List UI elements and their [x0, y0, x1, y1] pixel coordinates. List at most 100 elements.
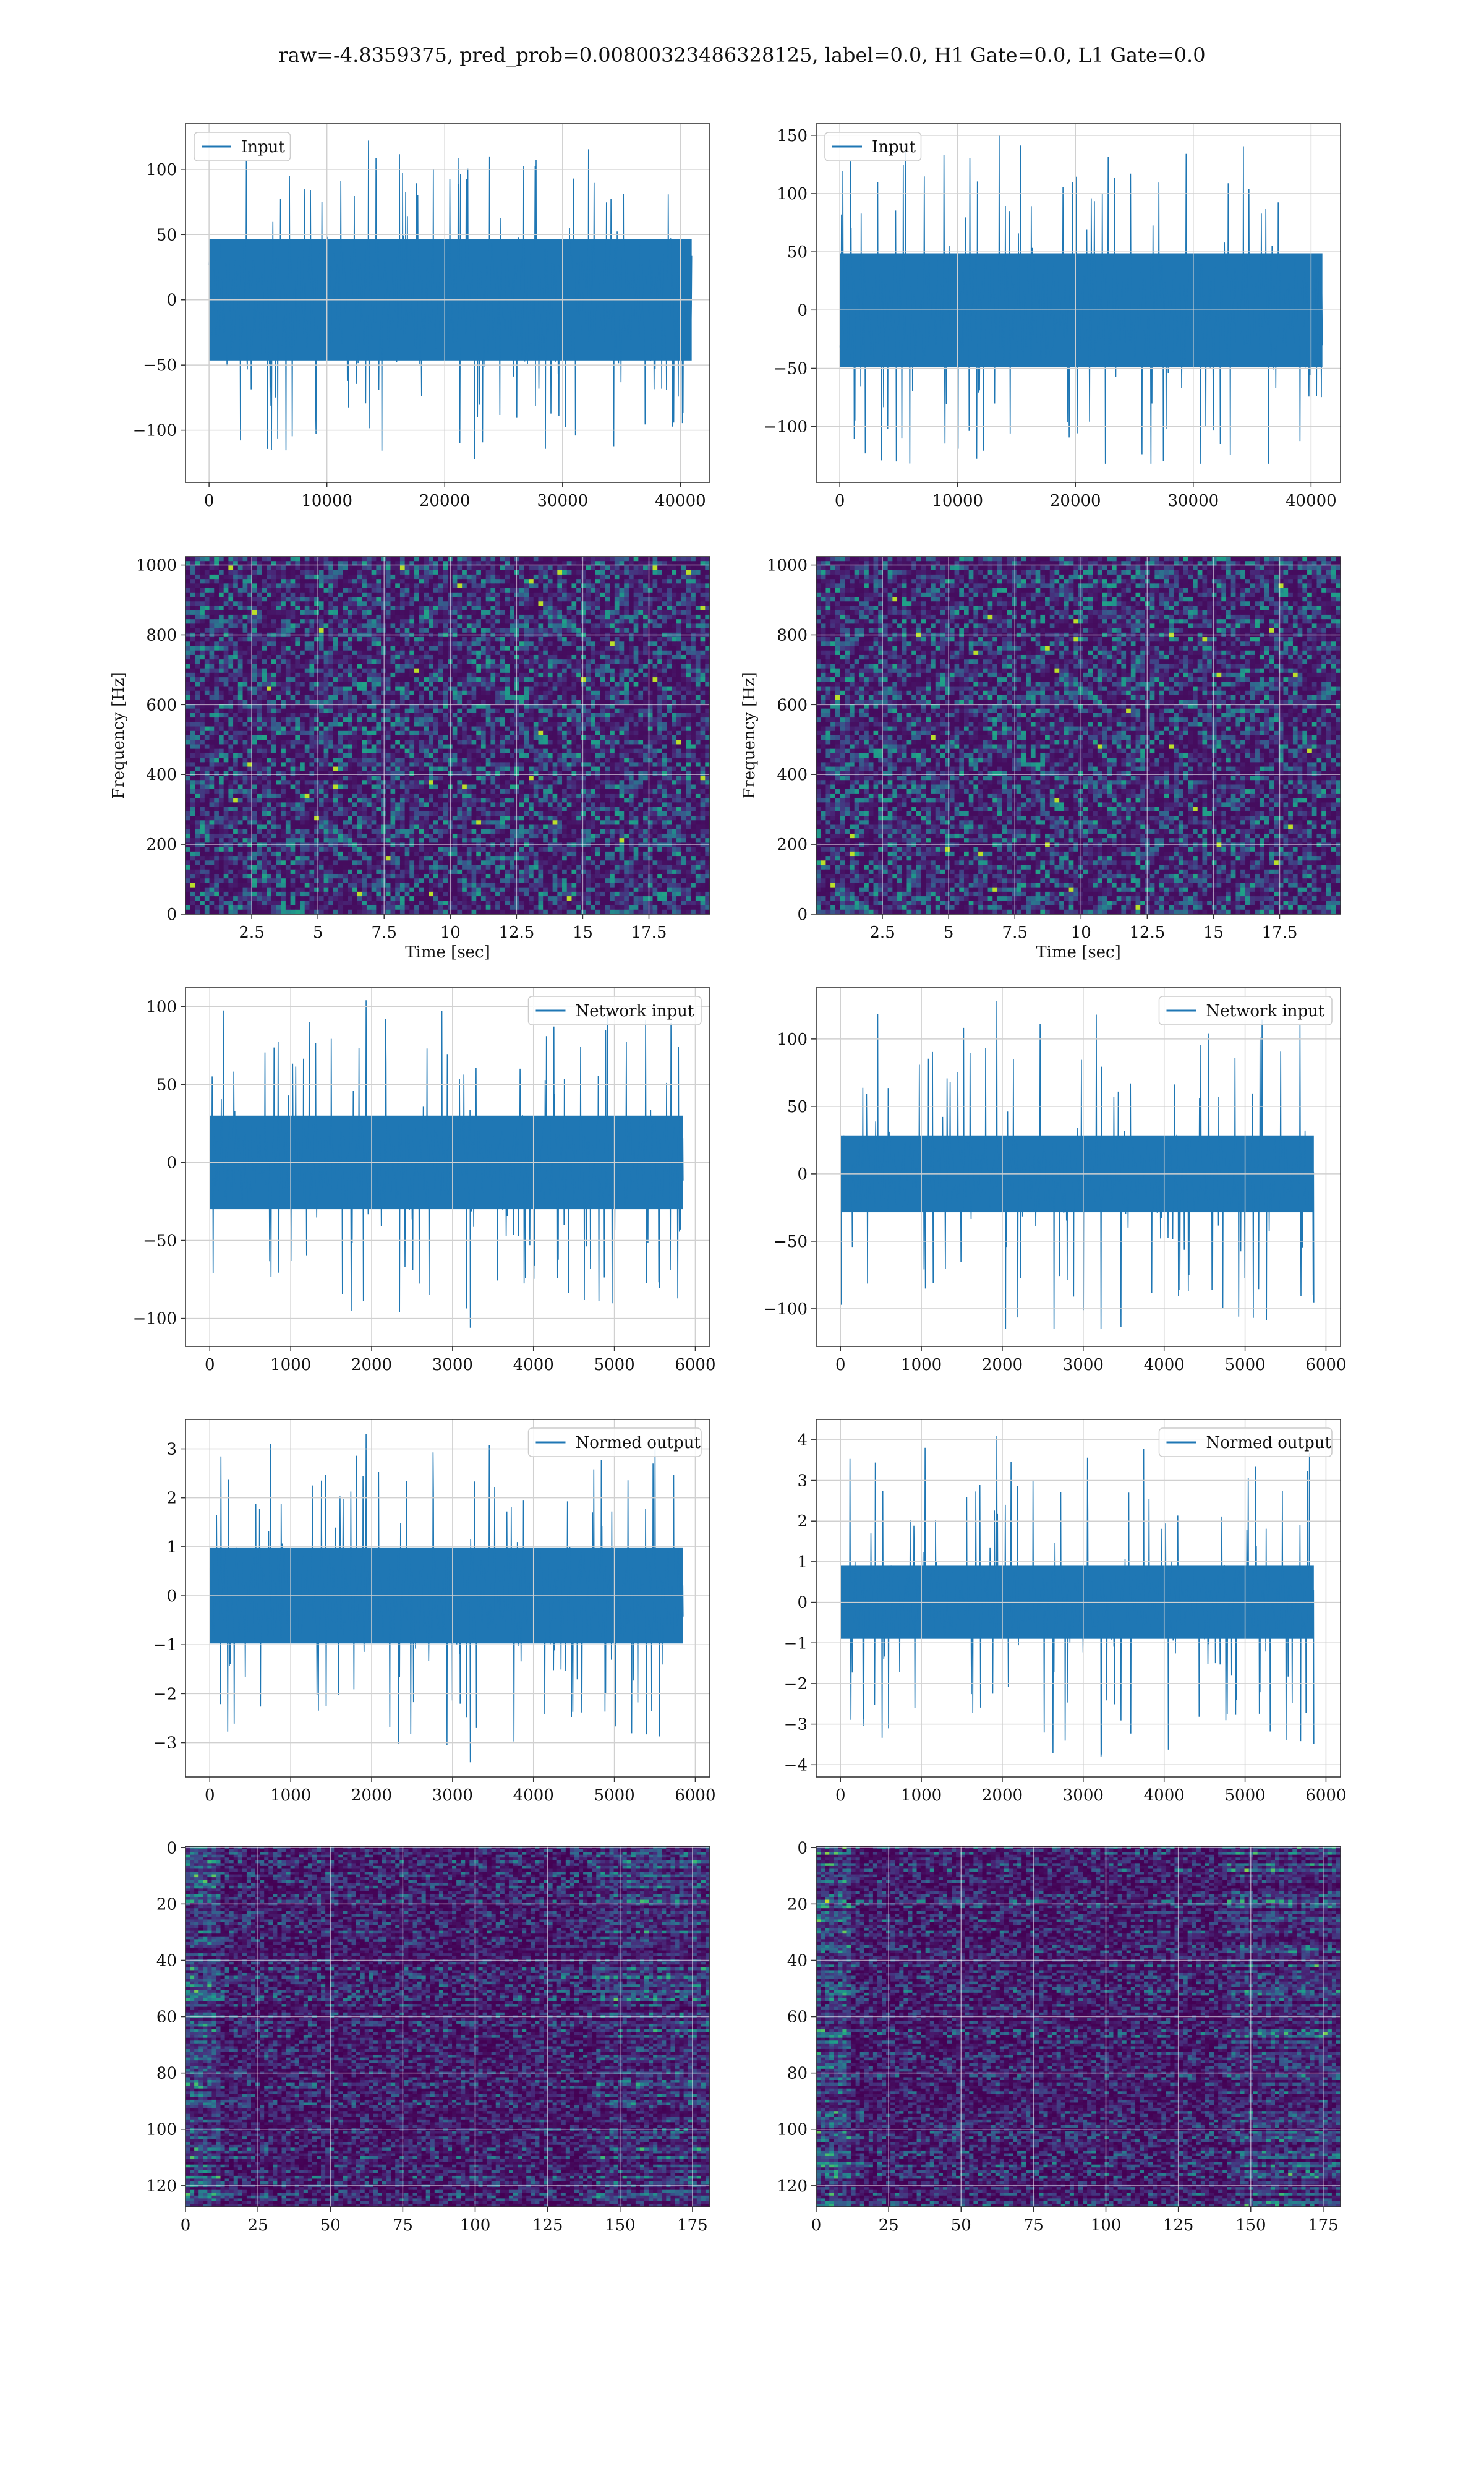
feat-left-xtick-label: 25: [248, 2216, 268, 2235]
norm-right-ytick-label: 1: [797, 1553, 808, 1572]
feat-left-xtick-label: 75: [393, 2216, 413, 2235]
net-left-ytick-label: 50: [156, 1076, 177, 1094]
input-left-ytick-label: 0: [166, 291, 177, 310]
input-left-xtick-label: 30000: [537, 492, 588, 510]
net-left-xtick-label: 6000: [675, 1356, 715, 1374]
spec-right-ylabel: Frequency [Hz]: [740, 672, 759, 799]
feat-left-heatmap: [186, 1846, 710, 2207]
spec-right-xtick-label: 10: [1071, 923, 1091, 942]
input-left-xtick-label: 20000: [419, 492, 471, 510]
norm-right-ytick-label: 3: [797, 1472, 808, 1491]
input-left-legend-label: Input: [241, 138, 285, 156]
input-right-ytick-label: −100: [764, 418, 808, 437]
spec-left-ytick-label: 800: [146, 626, 177, 644]
feat-left-xtick-label: 125: [532, 2216, 563, 2235]
spec-left-ytick-label: 600: [146, 696, 177, 714]
input-right-ytick-label: 50: [787, 243, 808, 262]
input-right-legend-label: Input: [872, 138, 916, 156]
spec-left-ytick-label: 0: [166, 905, 177, 924]
input-left-ytick-label: −100: [133, 422, 177, 440]
norm-right-signal-line: [840, 1436, 1315, 1757]
input-right-xtick-label: 0: [835, 492, 845, 510]
spec-right-xtick-label: 17.5: [1262, 923, 1298, 942]
net-left-xtick-label: 2000: [351, 1356, 392, 1374]
net-right-xtick-label: 2000: [982, 1356, 1023, 1374]
norm-right-xtick-label: 3000: [1063, 1786, 1104, 1805]
input-left-ytick-label: 100: [146, 161, 177, 179]
spec-right-chart: 0 200 400 600 800 1000 2.5 5 7.5 10 12.5 15 17.5 Time…: [740, 556, 1341, 962]
net-right-ytick-label: −100: [764, 1300, 808, 1319]
input-right-signal-line: [839, 135, 1323, 464]
feat-right-ytick-label: 80: [787, 2065, 808, 2083]
feat-left-ytick-label: 60: [156, 2008, 177, 2027]
feat-left-xtick-label: 100: [460, 2216, 491, 2235]
norm-right-xtick-label: 2000: [982, 1786, 1023, 1805]
input-left-legend: [194, 132, 291, 161]
spec-left-xlabel: Time [sec]: [405, 943, 490, 962]
input-right-frame: [816, 123, 1341, 483]
spec-left-xtick-label: 10: [440, 923, 461, 942]
feat-right-ytick-label: 40: [787, 1951, 808, 1970]
norm-left-xtick-label: 4000: [513, 1786, 554, 1805]
input-left-ytick-label: 50: [156, 226, 177, 244]
feat-left-ytick-label: 20: [156, 1895, 177, 1914]
norm-right-ytick-label: −1: [784, 1634, 808, 1653]
feat-right-ytick-label: 120: [777, 2177, 808, 2196]
net-right-ytick-label: 50: [787, 1098, 808, 1116]
spec-left-ytick-label: 200: [146, 836, 177, 854]
input-right-xtick-label: 30000: [1167, 492, 1219, 510]
norm-left-ytick-label: −2: [153, 1685, 177, 1703]
net-right-xtick-label: 6000: [1305, 1356, 1346, 1374]
spec-left-xtick-label: 12.5: [498, 923, 534, 942]
norm-left-ytick-label: −3: [153, 1734, 177, 1753]
norm-left-frame: [185, 1419, 710, 1778]
feat-left-xtick-label: 50: [320, 2216, 341, 2235]
input-left-frame: [185, 123, 710, 483]
input-right-xtick-label: 40000: [1286, 492, 1337, 510]
feat-right-ytick-label: 100: [777, 2121, 808, 2139]
net-right-legend: [1158, 996, 1333, 1025]
input-right-ytick-label: 150: [777, 127, 808, 145]
norm-right-ytick-label: 2: [797, 1512, 808, 1531]
spec-left-ytick-label: 400: [146, 766, 177, 784]
feat-right-xtick-label: 0: [811, 2216, 822, 2235]
norm-right-ytick-label: −4: [784, 1756, 808, 1774]
net-left-xtick-label: 5000: [594, 1356, 634, 1374]
feat-right-ytick-label: 60: [787, 2008, 808, 2027]
feat-right-xtick-label: 50: [951, 2216, 971, 2235]
net-right-frame: [816, 987, 1341, 1347]
feat-left-xtick-label: 150: [605, 2216, 636, 2235]
input-left-xtick-label: 40000: [655, 492, 706, 510]
net-right-legend-label: Network input: [1206, 1002, 1325, 1021]
spec-left-xtick-label: 5: [313, 923, 323, 942]
feat-right-ytick-label: 0: [797, 1839, 808, 1857]
feat-left-frame: [185, 1846, 710, 2207]
feat-right-xtick-label: 150: [1235, 2216, 1266, 2235]
spec-right-xtick-label: 12.5: [1129, 923, 1165, 942]
net-right-ytick-label: 0: [797, 1165, 808, 1184]
norm-left-xtick-label: 5000: [594, 1786, 634, 1805]
spec-left-xtick-label: 15: [573, 923, 593, 942]
input-right-ytick-label: −50: [774, 359, 808, 378]
input-right-ytick-label: 0: [797, 301, 808, 320]
net-left-xtick-label: 0: [205, 1356, 215, 1374]
net-left-legend-label: Network input: [576, 1002, 694, 1021]
norm-left-xtick-label: 3000: [432, 1786, 473, 1805]
input-left-ytick-label: −50: [143, 356, 177, 375]
spec-left-xtick-label: 7.5: [372, 923, 397, 942]
net-right-xtick-label: 1000: [901, 1356, 942, 1374]
spec-right-frame: [816, 556, 1341, 915]
spec-left-ytick-label: 1000: [136, 557, 177, 575]
norm-left-ytick-label: −1: [153, 1636, 177, 1654]
norm-right-ytick-label: 4: [797, 1431, 808, 1450]
norm-right-chart: −4 −3 −2 −1 0 1 2 3 4 0 1000 2000 3000 4000 5000 6000 No…: [784, 1419, 1347, 1805]
norm-right-xtick-label: 1000: [901, 1786, 942, 1805]
net-left-xtick-label: 3000: [432, 1356, 473, 1374]
feat-right-xtick-label: 175: [1308, 2216, 1339, 2235]
spec-right-xtick-label: 2.5: [869, 923, 895, 942]
net-left-ytick-label: −50: [143, 1232, 177, 1251]
net-right-xtick-label: 0: [835, 1356, 846, 1374]
feat-right-xtick-label: 25: [879, 2216, 899, 2235]
spec-left-ylabel: Frequency [Hz]: [109, 672, 128, 799]
